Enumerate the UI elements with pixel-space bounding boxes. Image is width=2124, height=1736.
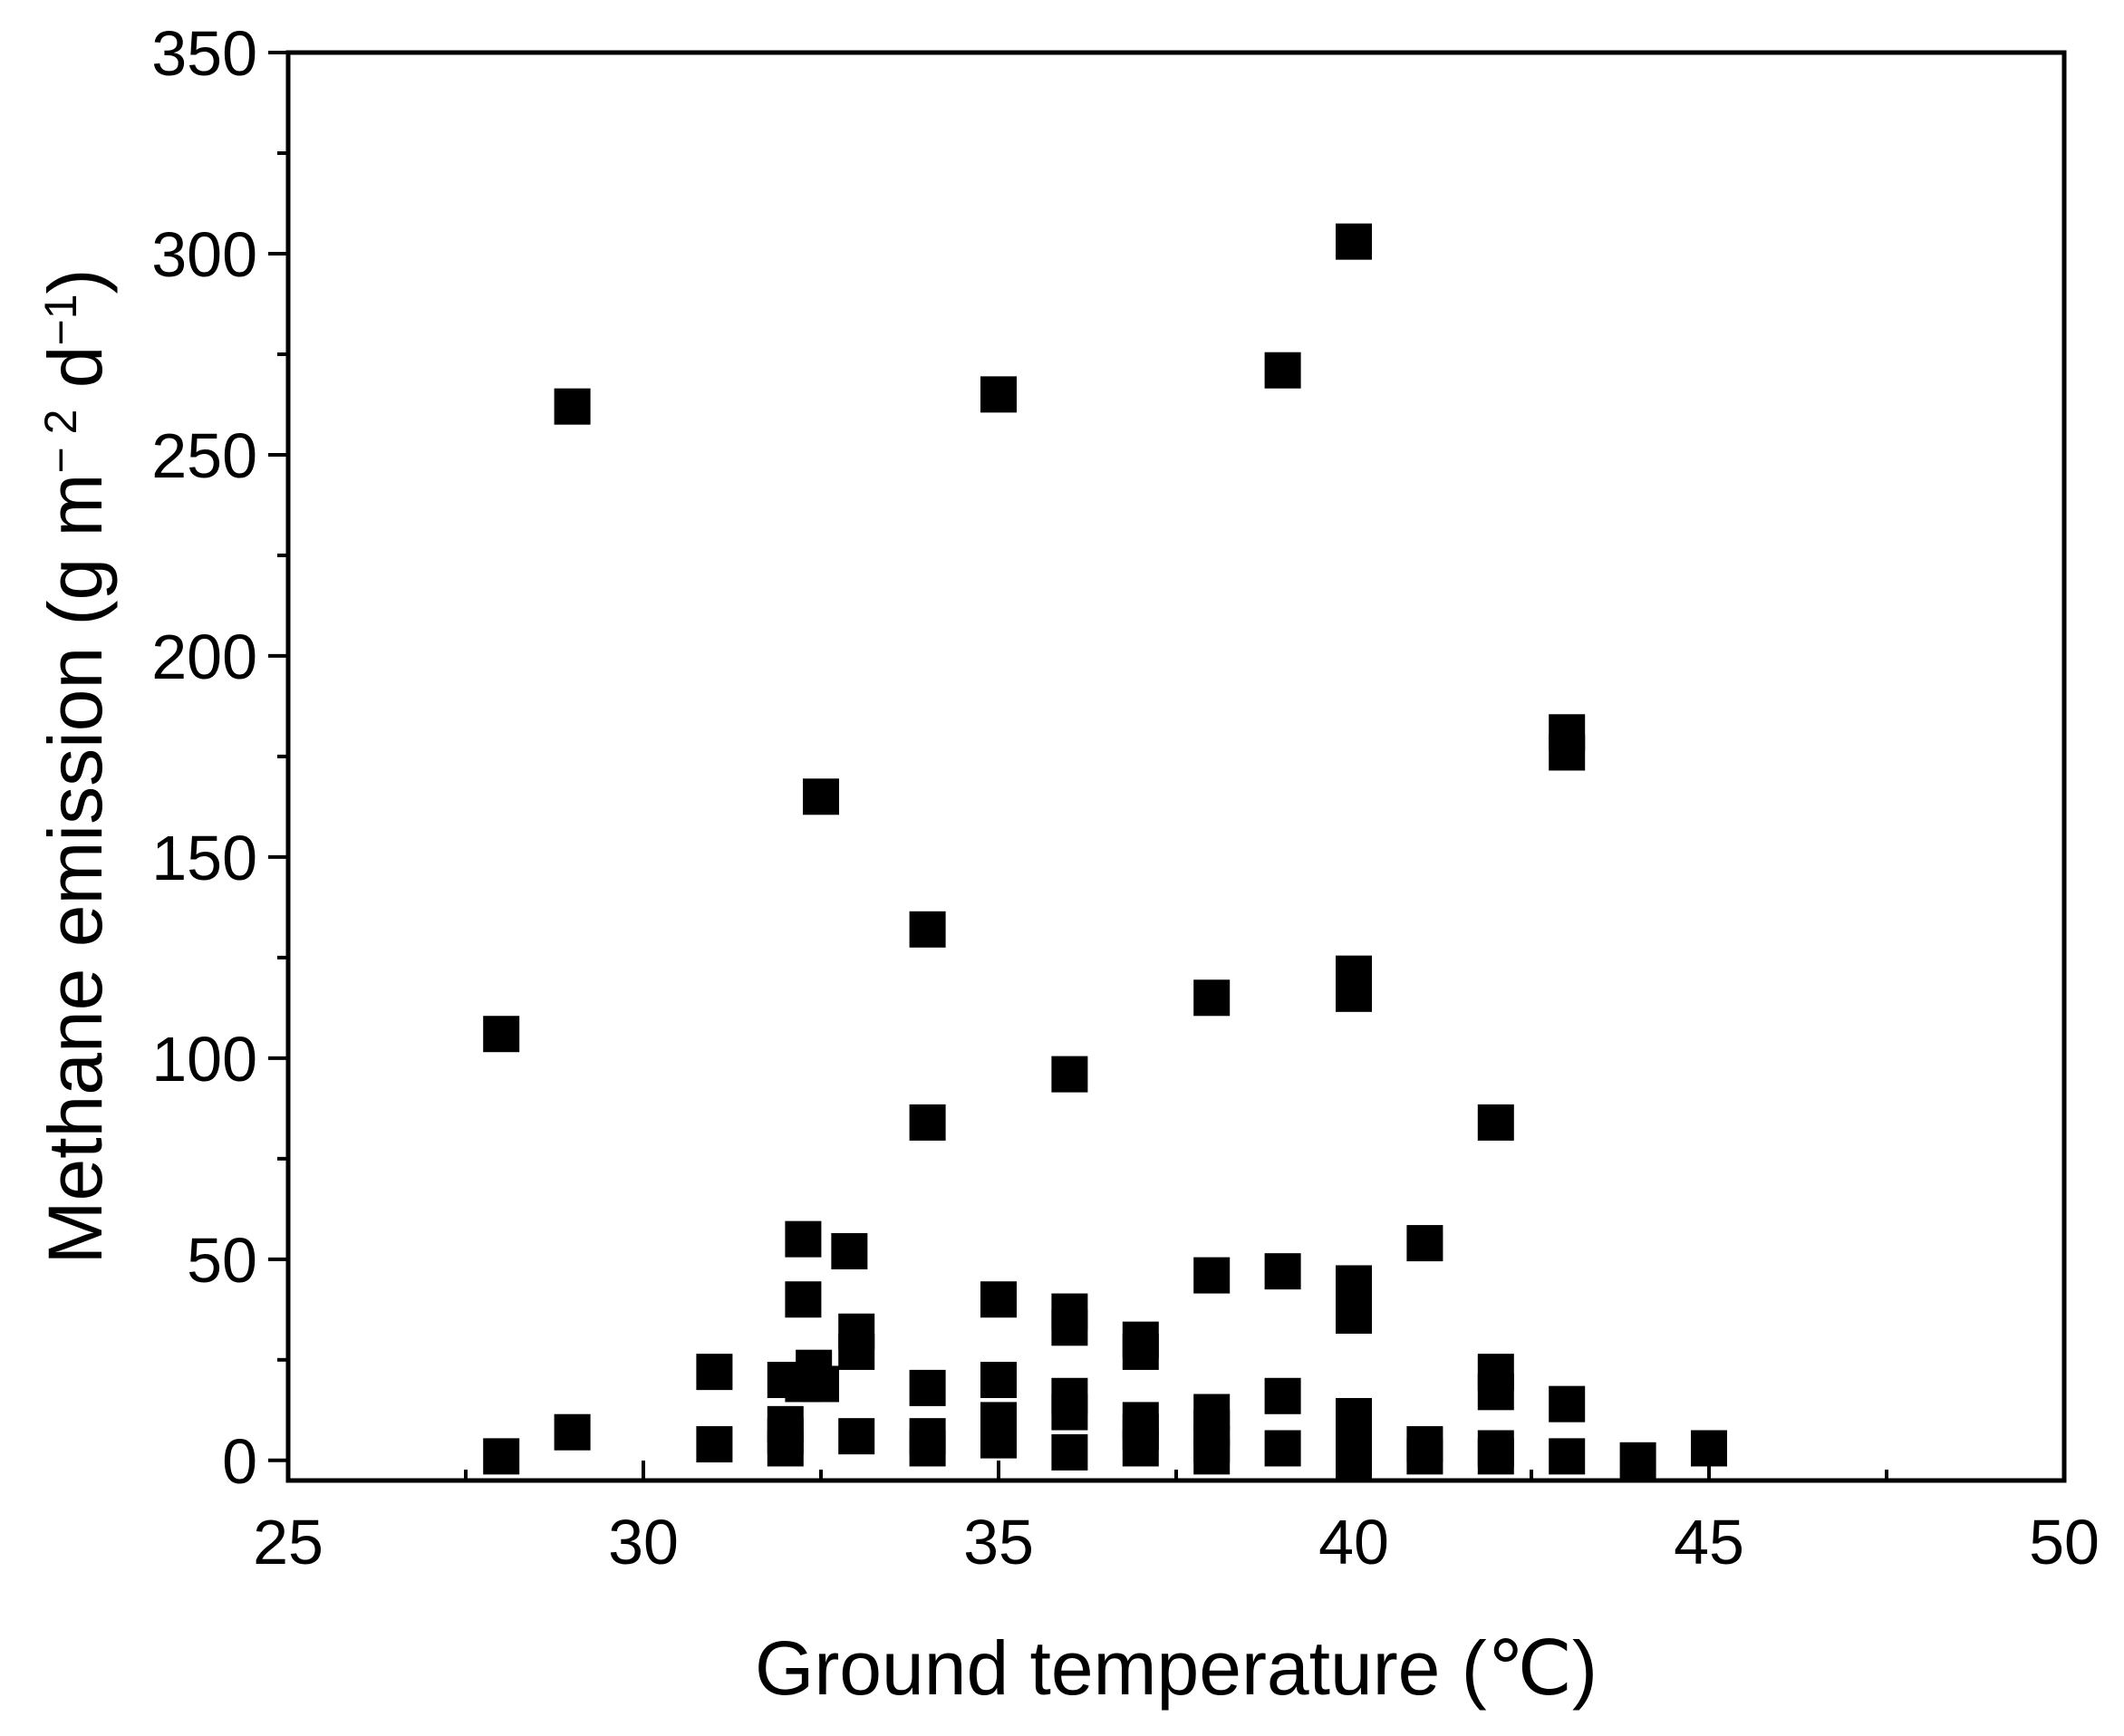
data-point — [1406, 1438, 1443, 1475]
data-point — [909, 1369, 946, 1406]
y-axis-title-mid: d — [33, 346, 118, 410]
data-point — [980, 1422, 1017, 1459]
data-point — [767, 1430, 804, 1467]
data-point — [980, 1362, 1017, 1399]
y-axis-title: Methane emission (g m− 2 d−1) — [33, 269, 118, 1265]
x-tick-label: 30 — [608, 1507, 679, 1577]
y-tick-label: 250 — [151, 420, 257, 491]
x-tick-label: 35 — [963, 1507, 1034, 1577]
axis-tick-labels: 25 30 35 40 45 50 0 50 100 150 200 250 300 350 — [151, 18, 2100, 1577]
y-axis-title-main: Methane emission (g m — [33, 473, 118, 1264]
data-point — [1549, 734, 1586, 771]
data-points — [483, 223, 1727, 1479]
data-point — [1122, 1430, 1159, 1467]
data-point — [1477, 1438, 1514, 1475]
data-point — [1477, 1104, 1514, 1141]
data-point — [1051, 1433, 1088, 1471]
data-point — [1193, 1257, 1231, 1294]
data-point — [1122, 1333, 1159, 1370]
data-point — [1336, 975, 1372, 1012]
y-tick-label: 150 — [151, 823, 257, 893]
y-axis-title-exp1: − 2 — [35, 410, 86, 474]
data-point — [1336, 1265, 1372, 1302]
data-point — [785, 1220, 822, 1258]
data-point — [483, 1438, 520, 1475]
data-point — [1406, 1225, 1443, 1262]
data-point — [1477, 1374, 1514, 1411]
x-tick-label: 50 — [2029, 1507, 2100, 1577]
data-point — [909, 1430, 946, 1467]
data-point — [980, 1281, 1017, 1318]
data-point — [909, 1104, 946, 1141]
data-point — [483, 1016, 520, 1053]
y-tick-label: 200 — [151, 622, 257, 692]
data-point — [1619, 1442, 1656, 1479]
data-point — [1193, 1438, 1231, 1475]
data-point — [1336, 223, 1372, 260]
data-point — [1264, 352, 1301, 389]
data-point — [1264, 1377, 1301, 1414]
data-point — [803, 778, 839, 815]
data-point — [831, 1232, 868, 1269]
data-point — [1336, 1297, 1372, 1334]
data-point — [1336, 1442, 1372, 1479]
data-point — [1549, 1385, 1586, 1423]
data-point — [1549, 1438, 1586, 1475]
data-point — [803, 1365, 839, 1403]
data-point — [1691, 1430, 1727, 1467]
data-point — [980, 376, 1017, 413]
data-point — [838, 1418, 875, 1455]
data-point — [696, 1354, 733, 1391]
y-tick-label: 0 — [222, 1426, 257, 1497]
x-tick-label: 25 — [253, 1507, 323, 1577]
data-point — [696, 1426, 733, 1463]
y-tick-label: 50 — [187, 1225, 257, 1296]
data-point — [838, 1333, 875, 1370]
data-point — [785, 1281, 822, 1318]
data-point — [1264, 1253, 1301, 1290]
data-point — [1051, 1394, 1088, 1431]
data-point — [1193, 979, 1231, 1017]
data-point — [554, 1413, 591, 1451]
y-axis-title-exp2: −1 — [35, 294, 86, 345]
data-point — [554, 388, 591, 425]
plot-area — [288, 53, 2064, 1480]
y-tick-label: 300 — [151, 219, 257, 290]
x-tick-label: 45 — [1674, 1507, 1744, 1577]
plot-frame — [285, 50, 2067, 1483]
data-point — [1051, 1309, 1088, 1346]
x-axis-title: Ground temperature (℃) — [755, 1625, 1598, 1711]
data-point — [1264, 1430, 1301, 1467]
y-tick-label: 100 — [151, 1024, 257, 1095]
y-tick-label: 350 — [151, 18, 257, 89]
data-point — [909, 911, 946, 948]
x-tick-label: 40 — [1318, 1507, 1389, 1577]
y-axis-title-end: ) — [33, 269, 118, 294]
data-point — [1051, 1056, 1088, 1093]
